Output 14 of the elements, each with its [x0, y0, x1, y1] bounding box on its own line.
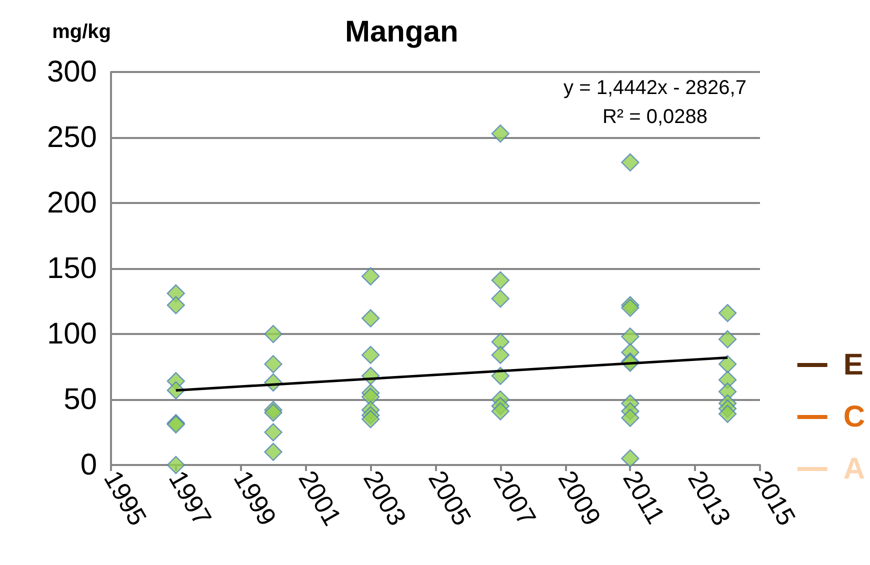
- annotation: R² = 0,0288: [602, 106, 708, 128]
- y-tick-label: 50: [64, 383, 97, 416]
- annotation: y = 1,4442x - 2826,7: [564, 77, 746, 99]
- chart-title: Mangan: [345, 16, 458, 48]
- y-tick-label: 0: [80, 448, 97, 482]
- y-tick-label: 300: [46, 56, 97, 88]
- y-tick-label: 200: [46, 186, 97, 220]
- legend-label: A: [843, 452, 866, 486]
- y-tick-label: 250: [46, 121, 97, 154]
- legend-label: C: [843, 400, 866, 434]
- legend-label: E: [843, 348, 864, 382]
- y-axis-title: mg/kg: [52, 21, 111, 43]
- y-tick-label: 150: [46, 252, 97, 285]
- y-tick-label: 100: [46, 318, 97, 350]
